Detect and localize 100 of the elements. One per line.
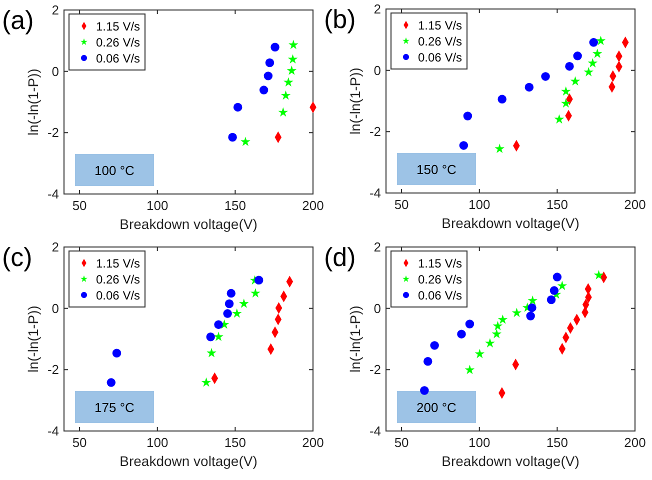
legend-label: 0.06 V/s [418,288,462,302]
point [541,72,550,81]
x-axis-title: Breakdown voltage(V) [120,216,258,232]
legend-label: 0.06 V/s [96,288,140,302]
point [592,48,602,58]
point [254,276,264,284]
point [233,102,242,112]
x-tick-label: 200 [624,435,646,450]
legend-label: 0.06 V/s [418,50,462,64]
y-tick-label: -4 [47,186,59,202]
point [526,312,535,320]
point [589,38,598,47]
y-tick-label: -4 [369,424,381,438]
y-tick-label: -4 [369,186,381,200]
x-tick-label: 100 [146,198,168,213]
x-axis-title: Breakdown voltage(V) [442,215,580,231]
x-tick-label: 50 [72,435,87,450]
x-axis-title: Breakdown voltage(V) [442,453,580,469]
point [223,309,232,318]
point [264,72,273,80]
legend-label: 1.15 V/s [96,256,140,270]
point [494,144,505,154]
y-tick-label: 0 [374,62,381,78]
point [201,377,212,387]
point [226,288,236,298]
x-tick-label: 150 [546,197,568,212]
point [224,299,234,308]
point [512,308,522,318]
point [430,341,439,350]
point [550,286,559,295]
point [459,141,468,150]
point [492,320,503,330]
point [596,36,606,46]
point [557,280,568,290]
point [492,328,502,338]
x-tick-label: 100 [146,435,168,450]
y-tick-label: -2 [369,362,381,378]
y-tick-label: 0 [52,64,59,79]
point [528,295,538,305]
y-axis-title: ln(-ln(1-P)) [25,306,41,372]
point [464,364,475,374]
y-tick-label: 0 [52,300,59,316]
annotation: 175 °C [94,400,134,415]
point [565,62,574,71]
point [524,82,534,92]
x-tick-label: 50 [394,435,409,450]
y-tick-label: 2 [52,2,59,18]
point [570,76,580,86]
x-tick-label: 50 [72,198,87,213]
legend-label: 0.26 V/s [418,34,462,48]
legend-label: 0.06 V/s [96,52,140,66]
point [485,338,495,348]
chart-title: (b) [324,4,356,34]
point [206,332,215,342]
point [423,357,432,366]
point [594,270,604,280]
x-tick-label: 50 [394,197,409,212]
chart-title: (c) [2,242,32,272]
point [270,42,280,52]
x-axis-title: Breakdown voltage(V) [120,453,258,469]
legend-label: 1.15 V/s [96,20,140,34]
point [474,348,485,358]
point [259,86,268,94]
annotation: 200 °C [416,400,456,415]
y-tick-label: -2 [369,124,381,140]
y-axis-title: ln(-ln(1-P)) [347,306,363,372]
point [214,320,223,329]
point [588,58,598,68]
annotation: 100 °C [94,163,134,178]
point [265,58,274,68]
point [554,114,564,124]
x-tick-label: 100 [468,435,490,450]
annotation: 150 °C [416,162,456,177]
point [283,77,294,87]
legend-label: 0.26 V/s [96,36,140,50]
y-tick-label: 2 [374,2,381,16]
legend-label: 1.15 V/s [418,256,462,270]
point [232,308,242,318]
point [573,52,582,60]
y-tick-label: 2 [374,240,381,254]
chart-title: (d) [324,242,356,272]
legend-label: 0.26 V/s [418,272,462,286]
point [498,94,506,104]
y-tick-label: -2 [47,362,59,378]
point [560,86,571,96]
legend-label: 0.26 V/s [96,272,140,286]
point [420,386,429,395]
point [240,136,250,146]
point [228,132,237,142]
point [280,90,291,100]
y-tick-label: -4 [47,424,59,438]
x-tick-label: 200 [624,197,646,212]
point [546,295,556,304]
x-tick-label: 150 [546,435,568,450]
point [584,67,594,76]
point [560,98,571,108]
point [206,348,216,358]
y-tick-label: 0 [374,300,381,316]
point [106,378,116,387]
y-axis-title: ln(-ln(1-P)) [347,68,363,134]
